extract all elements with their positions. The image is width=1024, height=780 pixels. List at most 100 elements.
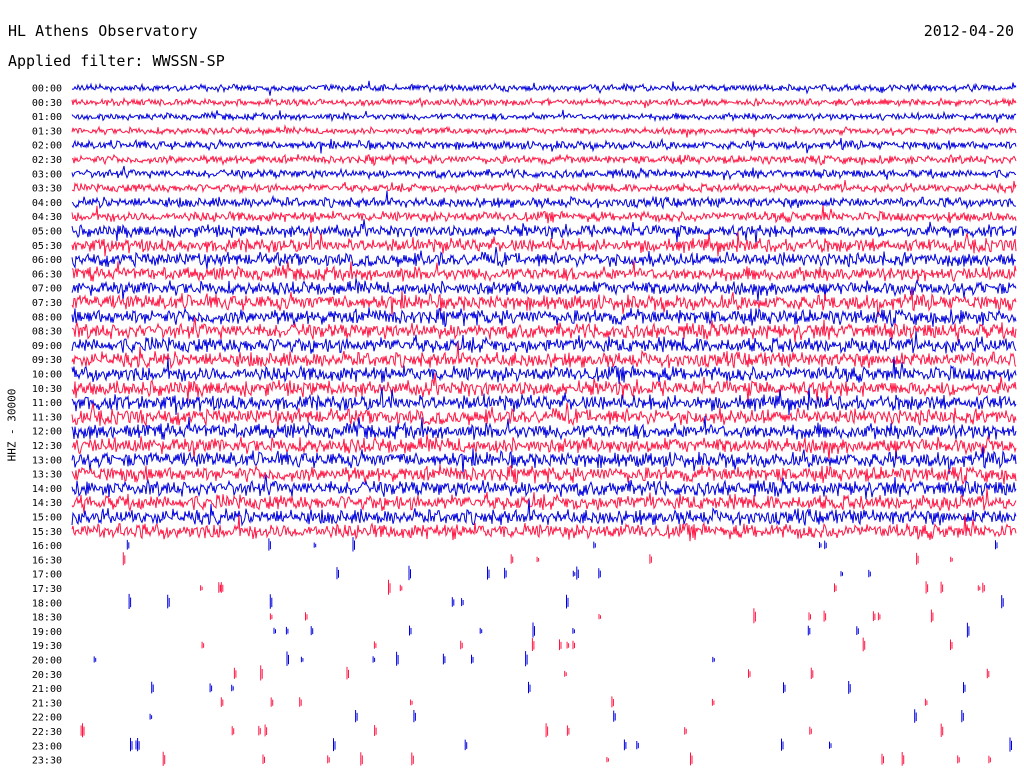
hour-tick-label: 02:00 xyxy=(32,141,62,152)
hour-tick-label: 00:30 xyxy=(32,98,62,109)
trace-line xyxy=(269,608,934,624)
hour-tick-label: 23:00 xyxy=(32,741,62,752)
hour-tick-label: 18:00 xyxy=(32,598,62,609)
trace-line xyxy=(71,137,1017,154)
trace-line xyxy=(71,488,1017,514)
record-date: 2012-04-20 xyxy=(923,22,1014,40)
hour-tick-label: 02:30 xyxy=(32,155,62,166)
hour-tick-label: 06:00 xyxy=(32,255,62,266)
hour-tick-label: 08:00 xyxy=(32,312,62,323)
trace-line xyxy=(71,464,1017,486)
trace-line xyxy=(93,651,715,667)
trace-line xyxy=(201,637,953,652)
hour-tick-label: 21:30 xyxy=(32,698,62,709)
trace-line xyxy=(233,665,990,681)
trace-line xyxy=(273,622,970,638)
trace-line xyxy=(80,723,944,738)
trace-line xyxy=(128,593,1004,609)
hour-tick-label: 17:00 xyxy=(32,570,62,581)
hour-tick-label: 16:30 xyxy=(32,555,62,566)
trace-line xyxy=(71,153,1017,167)
trace-line xyxy=(126,537,998,552)
trace-line xyxy=(336,565,871,581)
trace-line xyxy=(71,219,1017,245)
trace-line xyxy=(71,278,1017,302)
hour-tick-label: 07:00 xyxy=(32,284,62,295)
trace-line xyxy=(71,289,1017,318)
trace-line xyxy=(71,446,1017,475)
hour-tick-label: 18:30 xyxy=(32,613,62,624)
trace-line xyxy=(71,190,1016,210)
hour-tick-label: 13:00 xyxy=(32,455,62,466)
hour-tick-label: 09:00 xyxy=(32,341,62,352)
hour-tick-label: 01:00 xyxy=(32,112,62,123)
hour-tick-label: 05:30 xyxy=(32,241,62,252)
hour-tick-label: 09:30 xyxy=(32,355,62,366)
hour-tick-label: 00:00 xyxy=(32,84,62,95)
trace-line xyxy=(151,681,966,694)
trace-line xyxy=(71,109,1017,123)
hour-tick-label: 20:30 xyxy=(32,670,62,681)
hour-tick-label: 16:00 xyxy=(32,541,62,552)
trace-line xyxy=(71,373,1017,407)
hour-tick-label: 10:30 xyxy=(32,384,62,395)
hour-tick-label: 15:00 xyxy=(32,513,62,524)
trace-line xyxy=(71,331,1017,355)
trace-line xyxy=(71,386,1017,416)
trace-line xyxy=(71,165,1017,181)
hour-tick-label: 23:30 xyxy=(32,756,62,767)
trace-line xyxy=(71,80,1017,96)
trace-line xyxy=(122,552,953,566)
trace-line xyxy=(71,499,1017,527)
hour-tick-label: 14:00 xyxy=(32,484,62,495)
hour-tick-label: 20:00 xyxy=(32,656,62,667)
hour-tick-label: 08:30 xyxy=(32,327,62,338)
trace-line xyxy=(71,246,1017,270)
filter-label: Applied filter: WWSSN-SP xyxy=(8,52,225,70)
trace-line xyxy=(71,402,1017,428)
trace-line xyxy=(71,474,1017,500)
hour-tick-label: 10:00 xyxy=(32,370,62,381)
hour-tick-label: 17:30 xyxy=(32,584,62,595)
trace-line xyxy=(71,317,1017,343)
hour-tick-label: 04:30 xyxy=(32,212,62,223)
hour-tick-label: 22:00 xyxy=(32,713,62,724)
hour-tick-label: 06:30 xyxy=(32,269,62,280)
hour-tick-label: 07:30 xyxy=(32,298,62,309)
hour-tick-label: 04:00 xyxy=(32,198,62,209)
hour-tick-label: 13:30 xyxy=(32,470,62,481)
hour-tick-label: 03:30 xyxy=(32,184,62,195)
hour-tick-label: 05:00 xyxy=(32,227,62,238)
hour-tick-label: 21:00 xyxy=(32,684,62,695)
trace-line xyxy=(71,356,1017,384)
hour-tick-label: 12:00 xyxy=(32,427,62,438)
hour-tick-label: 19:30 xyxy=(32,641,62,652)
trace-line xyxy=(149,709,964,723)
trace-line xyxy=(71,260,1017,283)
trace-line xyxy=(220,696,928,708)
trace-line xyxy=(71,180,1017,195)
hour-tick-label: 11:00 xyxy=(32,398,62,409)
trace-line xyxy=(71,306,1017,328)
hour-tick-label: 15:30 xyxy=(32,527,62,538)
trace-line xyxy=(162,751,991,766)
trace-line xyxy=(71,513,1017,542)
hour-tick-label: 03:00 xyxy=(32,169,62,180)
hour-tick-label: 22:30 xyxy=(32,727,62,738)
trace-line xyxy=(200,579,985,595)
station-title: HL Athens Observatory xyxy=(8,22,198,40)
hour-tick-label: 14:30 xyxy=(32,498,62,509)
hour-tick-label: 19:00 xyxy=(32,627,62,638)
trace-line xyxy=(130,737,1012,752)
trace-line xyxy=(71,342,1017,370)
trace-line xyxy=(71,123,1017,138)
trace-line xyxy=(71,434,1017,461)
trace-line xyxy=(71,415,1017,441)
hour-tick-label: 11:30 xyxy=(32,412,62,423)
trace-line xyxy=(71,205,1017,224)
trace-line xyxy=(71,96,1017,109)
hour-tick-label: 12:30 xyxy=(32,441,62,452)
hour-tick-label: 01:30 xyxy=(32,126,62,137)
trace-line xyxy=(71,231,1017,257)
